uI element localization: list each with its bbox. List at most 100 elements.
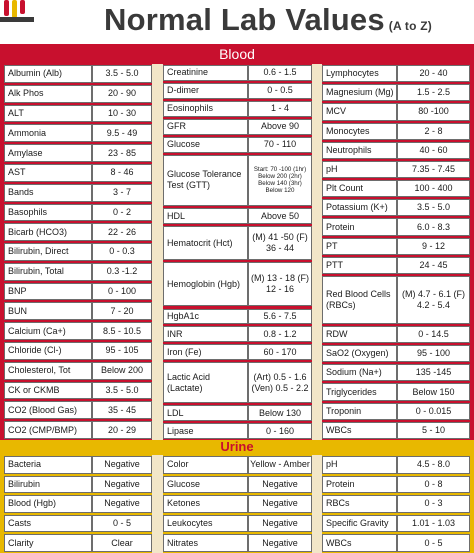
urine-test-value: Negative xyxy=(92,475,152,494)
blood-test-name: Alk Phos xyxy=(4,84,92,103)
blood-test-value: 0 - 0.015 xyxy=(397,402,470,420)
urine-test-name: Protein xyxy=(322,475,397,494)
blood-test-value: 3.5 - 5.0 xyxy=(397,199,470,217)
urine-test-name: Color xyxy=(163,456,248,474)
blood-test-name: Neutrophils xyxy=(322,141,397,159)
blood-test-name: Amylase xyxy=(4,144,92,162)
blood-test-name: Albumin (Alb) xyxy=(4,65,92,83)
blood-test-name: HgbA1c xyxy=(163,308,248,325)
blood-test-name: Bicarb (HCO3) xyxy=(4,223,92,242)
blood-test-name: ALT xyxy=(4,104,92,123)
blood-test-name: Bands xyxy=(4,183,92,202)
blood-test-name: Basophils xyxy=(4,203,92,222)
urine-test-name: Bacteria xyxy=(4,456,92,474)
urine-table: Bacteria Negative Bilirubin Negative Blood (… xyxy=(0,455,474,553)
urine-test-name: RBCs xyxy=(322,495,397,513)
urine-test-value: 0 - 5 xyxy=(92,514,152,533)
column-divider xyxy=(152,455,163,553)
blood-test-name: CK or CKMB xyxy=(4,381,92,400)
blood-section-label: Blood xyxy=(219,46,255,62)
blood-test-name: Iron (Fe) xyxy=(163,344,248,361)
blood-test-name: Plt Count xyxy=(322,180,397,198)
blood-test-name: Magnesium (Mg) xyxy=(322,84,397,102)
header: Normal Lab Values (A to Z) xyxy=(0,0,474,44)
blood-test-name: Glucose Tolerance Test (GTT) xyxy=(163,154,248,207)
blood-test-value: Start: 70 -100 (1hr) Below 200 (2hr) Bel… xyxy=(248,154,312,207)
page-title: Normal Lab Values (A to Z) xyxy=(104,2,432,38)
urine-test-name: Specific Gravity xyxy=(322,514,397,533)
urine-test-value: Negative xyxy=(92,456,152,474)
blood-test-value: 0 - 0.5 xyxy=(248,82,312,99)
blood-test-name: RDW xyxy=(322,325,397,344)
blood-test-value: 0.6 - 1.5 xyxy=(248,65,312,81)
blood-test-name: Sodium (Na+) xyxy=(322,364,397,382)
urine-test-name: Ketones xyxy=(163,495,248,513)
blood-test-value: (M) 41 -50 (F) 36 - 44 xyxy=(248,226,312,260)
blood-test-value: 7 - 20 xyxy=(92,302,152,321)
blood-test-name: Creatinine xyxy=(163,65,248,81)
test-tubes-icon xyxy=(0,0,34,22)
urine-test-value: 4.5 - 8.0 xyxy=(397,456,470,474)
blood-test-value: (Art) 0.5 - 1.6 (Ven) 0.5 - 2.2 xyxy=(248,362,312,404)
blood-test-name: PTT xyxy=(322,256,397,274)
blood-test-value: 1.5 - 2.5 xyxy=(397,84,470,102)
blood-test-value: 6.0 - 8.3 xyxy=(397,218,470,236)
blood-test-name: Lactic Acid (Lactate) xyxy=(163,362,248,404)
blood-test-value: 22 - 26 xyxy=(92,223,152,242)
blood-test-name: Cholesterol, Tot xyxy=(4,361,92,380)
blood-test-name: Glucose xyxy=(163,136,248,153)
blood-test-value: 20 - 29 xyxy=(92,421,152,439)
urine-test-name: Clarity xyxy=(4,534,92,552)
blood-test-name: CO2 (Blood Gas) xyxy=(4,401,92,420)
urine-test-value: 0 - 8 xyxy=(397,475,470,494)
blood-test-value: Below 130 xyxy=(248,405,312,422)
blood-test-value: 0 - 0.3 xyxy=(92,243,152,261)
blood-test-value: 100 - 400 xyxy=(397,180,470,198)
blood-test-name: Chloride (Cl-) xyxy=(4,342,92,360)
blood-test-value: (M) 13 - 18 (F) 12 - 16 xyxy=(248,261,312,307)
blood-test-value: 3.5 - 5.0 xyxy=(92,65,152,83)
blood-test-name: Monocytes xyxy=(322,122,397,140)
urine-test-value: 1.01 - 1.03 xyxy=(397,514,470,533)
urine-test-name: Casts xyxy=(4,514,92,533)
blood-test-value: 95 - 100 xyxy=(397,345,470,363)
blood-test-name: Bilirubin, Total xyxy=(4,262,92,281)
blood-test-value: 8 - 46 xyxy=(92,163,152,182)
blood-section-header: Blood xyxy=(0,44,474,64)
blood-test-value: 35 - 45 xyxy=(92,401,152,420)
column-divider xyxy=(312,455,322,553)
urine-test-value: 0 - 5 xyxy=(397,534,470,552)
blood-test-name: CO2 (CMP/BMP) xyxy=(4,421,92,439)
blood-test-value: 3 - 7 xyxy=(92,183,152,202)
blood-test-value: 60 - 170 xyxy=(248,344,312,361)
blood-test-name: Potassium (K+) xyxy=(322,199,397,217)
blood-test-name: GFR xyxy=(163,118,248,135)
blood-test-value: 0 - 160 xyxy=(248,423,312,439)
blood-test-name: PT xyxy=(322,237,397,255)
blood-test-value: 1 - 4 xyxy=(248,100,312,117)
blood-test-name: SaO2 (Oxygen) xyxy=(322,345,397,363)
blood-test-value: 9.5 - 49 xyxy=(92,124,152,143)
title-text: Normal Lab Values xyxy=(104,2,385,37)
urine-test-name: Glucose xyxy=(163,475,248,494)
blood-test-value: 8.5 - 10.5 xyxy=(92,322,152,341)
column-divider xyxy=(312,64,322,440)
blood-test-name: MCV xyxy=(322,103,397,121)
urine-section-label: Urine xyxy=(220,439,254,454)
blood-test-value: 3.5 - 5.0 xyxy=(92,381,152,400)
blood-test-name: BNP xyxy=(4,282,92,301)
blood-test-value: 0.8 - 1.2 xyxy=(248,326,312,343)
column-divider xyxy=(152,64,163,440)
blood-test-value: 5 - 10 xyxy=(397,421,470,439)
urine-section-header: Urine xyxy=(0,440,474,455)
blood-test-name: Ammonia xyxy=(4,124,92,143)
blood-test-value: (M) 4.7 - 6.1 (F) 4.2 - 5.4 xyxy=(397,276,470,324)
blood-test-value: 40 - 60 xyxy=(397,141,470,159)
blood-test-name: Calcium (Ca+) xyxy=(4,322,92,341)
urine-test-value: Negative xyxy=(248,514,312,533)
blood-test-value: 0 - 100 xyxy=(92,282,152,301)
urine-test-value: Negative xyxy=(248,534,312,552)
blood-test-value: 0 - 2 xyxy=(92,203,152,222)
blood-test-value: Below 200 xyxy=(92,361,152,380)
blood-test-value: 23 - 85 xyxy=(92,144,152,162)
